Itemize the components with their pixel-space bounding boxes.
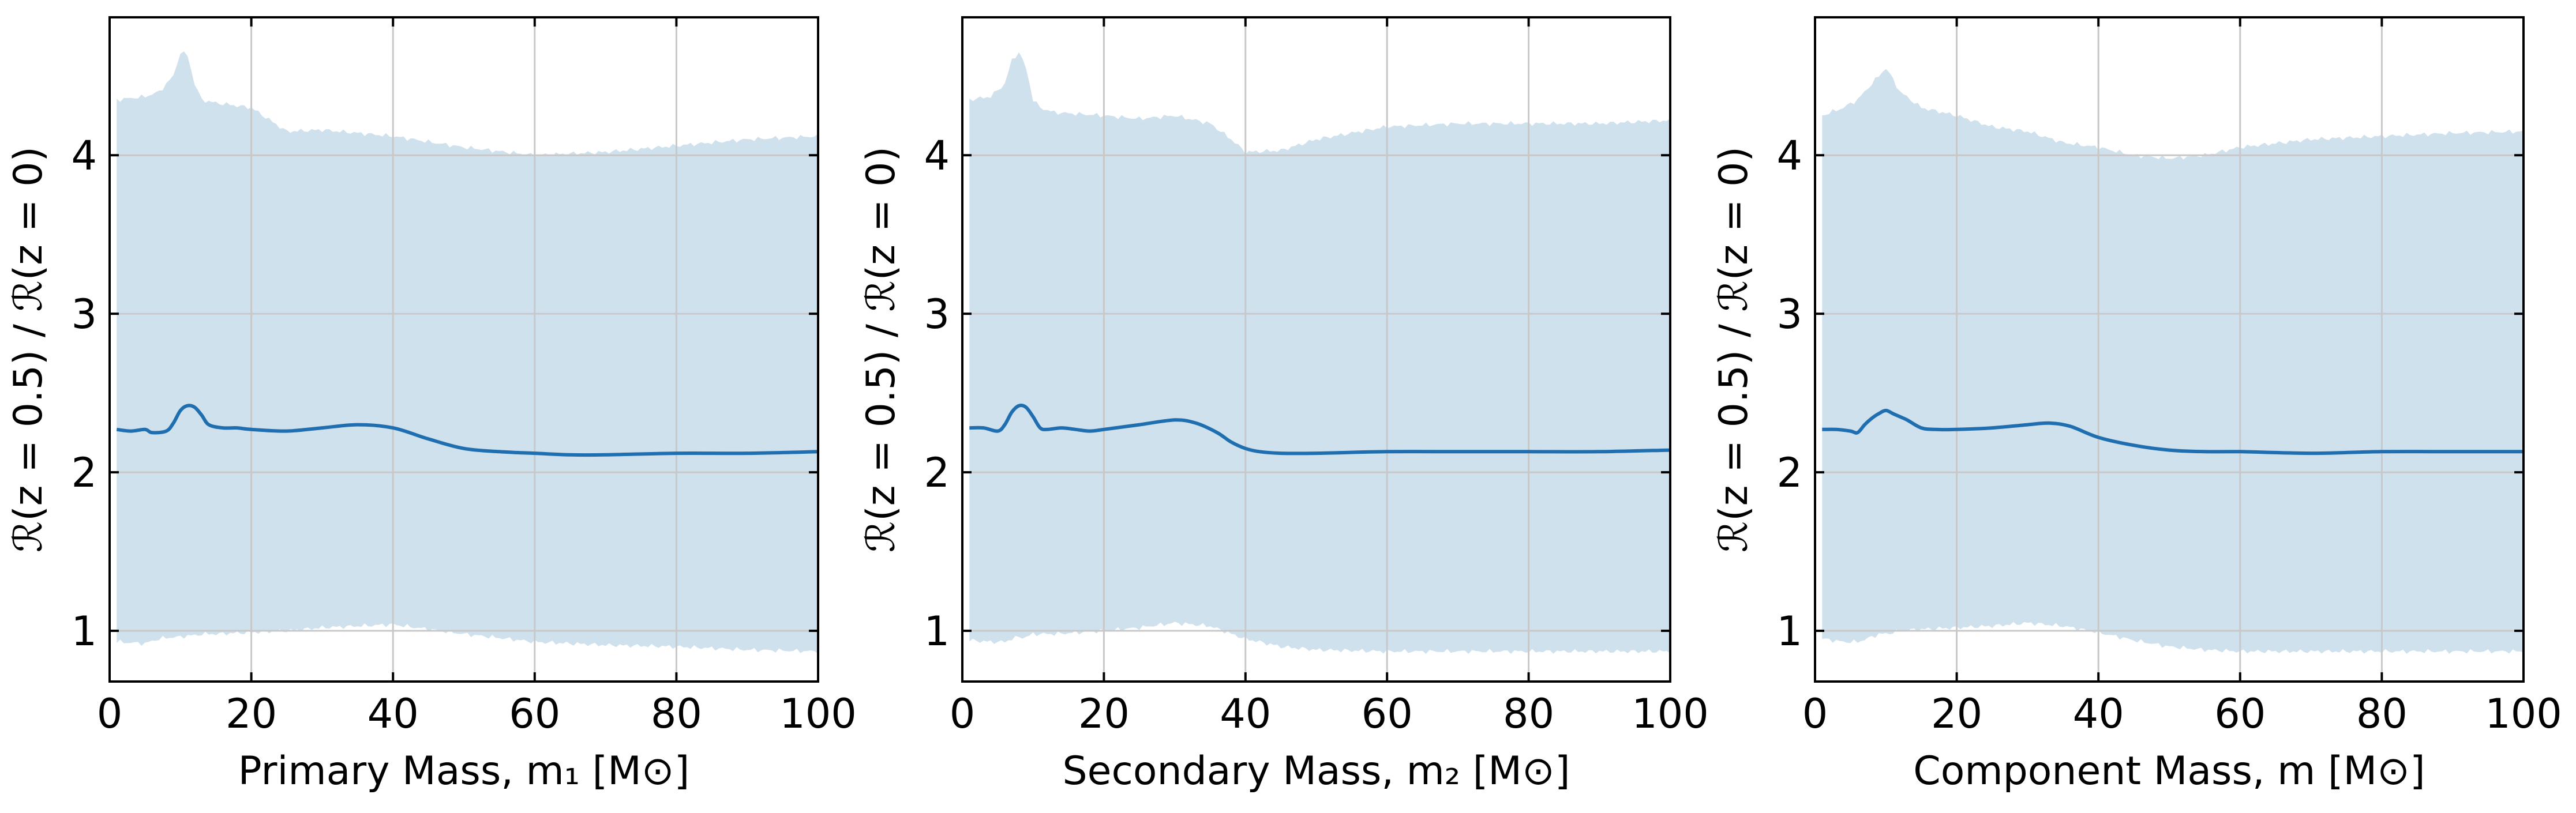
x-tick-label: 40 bbox=[1220, 690, 1271, 737]
plot-frame bbox=[961, 16, 1671, 683]
panel-1: 0 20 40 60 80 100 1 2 3 4 Primary Mass, m₁ [M⊙] ℛ(z… bbox=[6, 16, 857, 794]
x-tick-label: 100 bbox=[2485, 690, 2562, 737]
credible-band bbox=[969, 52, 1670, 654]
y-tick-label: 4 bbox=[924, 132, 950, 179]
plot-frame bbox=[1814, 16, 2525, 683]
y-tick-label: 1 bbox=[1776, 608, 1802, 655]
x-axis-label: Primary Mass, m₁ [M⊙] bbox=[238, 748, 690, 794]
panel-2: 0 20 40 60 80 100 1 2 3 4 Secondary Mass, m₂ [M⊙] ℛ… bbox=[858, 16, 1709, 794]
y-axis-label: ℛ(z = 0.5) / ℛ(z = 0) bbox=[6, 146, 51, 552]
x-tick-label: 80 bbox=[1503, 690, 1554, 737]
x-tick-label: 20 bbox=[226, 690, 277, 737]
y-axis-label: ℛ(z = 0.5) / ℛ(z = 0) bbox=[1711, 146, 1757, 552]
plot-frame bbox=[108, 16, 819, 683]
median-line bbox=[116, 404, 819, 457]
y-tick-label: 1 bbox=[71, 608, 97, 655]
y-tick-label: 1 bbox=[924, 608, 950, 655]
y-tick-label: 2 bbox=[71, 449, 97, 496]
x-tick-label: 20 bbox=[1078, 690, 1130, 737]
y-tick-label: 4 bbox=[1776, 132, 1802, 179]
x-tick-label: 0 bbox=[1802, 690, 1828, 737]
x-axis-label: Secondary Mass, m₂ [M⊙] bbox=[1063, 748, 1570, 794]
x-tick-label: 100 bbox=[1632, 690, 1709, 737]
x-tick-label: 40 bbox=[368, 690, 419, 737]
credible-band bbox=[117, 51, 818, 654]
y-tick-label: 2 bbox=[924, 449, 950, 496]
x-tick-label: 100 bbox=[779, 690, 857, 737]
median-line bbox=[1822, 408, 2523, 456]
x-tick-label: 20 bbox=[1931, 690, 1982, 737]
y-tick-label: 3 bbox=[71, 291, 97, 338]
panel-3: 0 20 40 60 80 100 1 2 3 4 Component Mass, m [M⊙] ℛ(… bbox=[1711, 16, 2562, 794]
x-tick-label: 60 bbox=[509, 690, 560, 737]
x-tick-label: 80 bbox=[2356, 690, 2408, 737]
x-axis-label: Component Mass, m [M⊙] bbox=[1913, 748, 2425, 794]
credible-band bbox=[1822, 69, 2523, 654]
y-tick-label: 3 bbox=[924, 291, 950, 338]
median-line bbox=[969, 403, 1671, 456]
y-tick-label: 2 bbox=[1776, 449, 1802, 496]
x-tick-label: 60 bbox=[1362, 690, 1413, 737]
y-axis-label: ℛ(z = 0.5) / ℛ(z = 0) bbox=[858, 146, 904, 552]
x-tick-label: 0 bbox=[97, 690, 123, 737]
x-tick-label: 40 bbox=[2073, 690, 2124, 737]
y-tick-label: 4 bbox=[71, 132, 97, 179]
x-tick-label: 60 bbox=[2214, 690, 2266, 737]
x-tick-label: 80 bbox=[651, 690, 702, 737]
x-tick-label: 0 bbox=[950, 690, 976, 737]
y-tick-label: 3 bbox=[1776, 291, 1802, 338]
